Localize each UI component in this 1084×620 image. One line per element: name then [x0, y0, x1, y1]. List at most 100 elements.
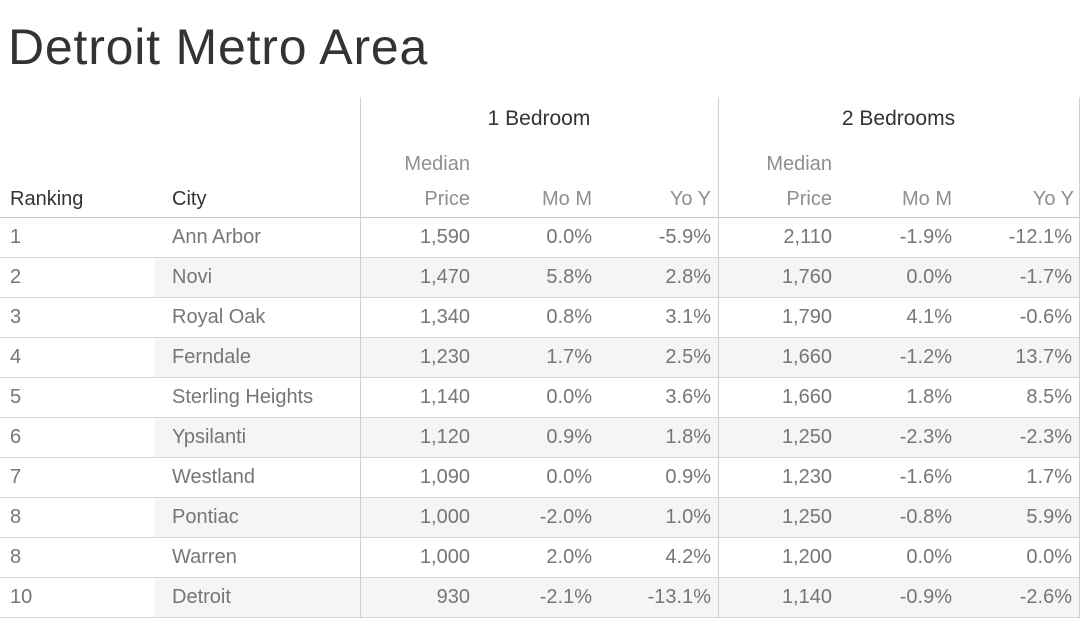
cell-1br-yoy: -13.1% [595, 578, 718, 617]
cell-1br-mom: 0.9% [470, 418, 595, 457]
cell-2br-yoy: -2.3% [955, 418, 1079, 457]
cell-1br-median-price: 1,230 [360, 338, 470, 377]
table-row: 1 Ann Arbor 1,590 0.0% -5.9% 2,110 -1.9%… [0, 218, 1079, 258]
cell-ranking: 6 [0, 418, 155, 457]
cell-1br-yoy: 1.0% [595, 498, 718, 537]
cell-2br-median-price: 1,250 [718, 498, 832, 537]
table-body: 1 Ann Arbor 1,590 0.0% -5.9% 2,110 -1.9%… [0, 218, 1079, 618]
cell-city: Royal Oak [172, 306, 266, 328]
cell-1br-yoy: 4.2% [665, 546, 711, 568]
cell-ranking: 8 [0, 498, 155, 537]
cell-1br-median-price: 1,120 [360, 418, 470, 457]
table-row: 8 Warren 1,000 2.0% 4.2% 1,200 0.0% 0.0% [0, 538, 1079, 578]
cell-1br-median-price: 1,000 [360, 498, 470, 537]
cell-2br-mom: 4.1% [906, 306, 952, 328]
cell-1br-median-price: 1,340 [419, 306, 470, 328]
cell-city: Sterling Heights [172, 386, 314, 408]
table-row: 10 Detroit 930 -2.1% -13.1% 1,140 -0.9% … [0, 578, 1079, 618]
cell-1br-yoy: 3.1% [665, 306, 711, 328]
column-header-ranking: Ranking [10, 188, 84, 210]
column-header-1br-median: Median [404, 153, 470, 175]
cell-city: Novi [155, 258, 360, 297]
cell-1br-median-price: 1,470 [360, 258, 470, 297]
cell-2br-mom: 0.0% [832, 258, 955, 297]
column-header-1br-median-price: Price [424, 188, 470, 210]
cell-ranking: 8 [10, 546, 22, 568]
cell-1br-yoy: 1.8% [595, 418, 718, 457]
cell-2br-mom: 1.8% [906, 386, 952, 408]
cell-2br-mom: -2.3% [832, 418, 955, 457]
cell-1br-mom: -2.0% [470, 498, 595, 537]
column-header-2br-median-price: Price [786, 188, 832, 210]
cell-2br-mom: -1.6% [899, 466, 952, 488]
cell-1br-mom: 0.0% [546, 226, 592, 248]
cell-ranking: 7 [10, 466, 22, 488]
cell-2br-median-price: 1,760 [718, 258, 832, 297]
cell-1br-median-price: 1,000 [419, 546, 470, 568]
cell-1br-yoy: 2.5% [595, 338, 718, 377]
cell-2br-median-price: 1,790 [781, 306, 832, 328]
section-divider-1 [360, 97, 361, 618]
column-header-2br-yoy: Yo Y [1032, 188, 1074, 210]
table-row: 2 Novi 1,470 5.8% 2.8% 1,760 0.0% -1.7% [0, 258, 1079, 298]
cell-2br-median-price: 1,200 [781, 546, 832, 568]
cell-2br-yoy: 8.5% [1026, 386, 1072, 408]
cell-2br-median-price: 1,660 [718, 338, 832, 377]
cell-1br-mom: 0.0% [546, 386, 592, 408]
cell-1br-median-price: 930 [360, 578, 470, 617]
table-row: 3 Royal Oak 1,340 0.8% 3.1% 1,790 4.1% -… [0, 298, 1079, 338]
table-row: 6 Ypsilanti 1,120 0.9% 1.8% 1,250 -2.3% … [0, 418, 1079, 458]
cell-1br-median-price: 1,140 [419, 386, 470, 408]
column-group-1-bedroom: 1 Bedroom [487, 107, 591, 130]
cell-city: Ann Arbor [172, 226, 261, 248]
cell-1br-mom: 2.0% [546, 546, 592, 568]
cell-2br-median-price: 1,660 [781, 386, 832, 408]
cell-2br-yoy: -0.6% [1019, 306, 1072, 328]
cell-2br-mom: -1.2% [832, 338, 955, 377]
cell-ranking: 2 [0, 258, 155, 297]
cell-1br-mom: 0.8% [546, 306, 592, 328]
cell-2br-yoy: 5.9% [955, 498, 1079, 537]
table-row: 5 Sterling Heights 1,140 0.0% 3.6% 1,660… [0, 378, 1079, 418]
cell-ranking: 1 [10, 226, 22, 248]
cell-1br-yoy: 2.8% [595, 258, 718, 297]
cell-1br-mom: 1.7% [470, 338, 595, 377]
cell-1br-mom: -2.1% [470, 578, 595, 617]
cell-city: Pontiac [155, 498, 360, 537]
column-header-city: City [172, 188, 207, 210]
cell-city: Ferndale [155, 338, 360, 377]
cell-city: Warren [172, 546, 237, 568]
cell-city: Ypsilanti [155, 418, 360, 457]
cell-1br-median-price: 1,590 [419, 226, 470, 248]
table-header: 1 Bedroom 2 Bedrooms Ranking City Median… [0, 97, 1079, 218]
cell-2br-median-price: 1,140 [718, 578, 832, 617]
column-header-2br-median: Median [766, 153, 832, 175]
cell-2br-mom: 0.0% [906, 546, 952, 568]
cell-1br-median-price: 1,090 [419, 466, 470, 488]
cell-1br-yoy: 3.6% [665, 386, 711, 408]
cell-ranking: 10 [0, 578, 155, 617]
page-title: Detroit Metro Area [8, 19, 429, 75]
cell-city: Detroit [155, 578, 360, 617]
cell-ranking: 4 [0, 338, 155, 377]
cell-2br-mom: -1.9% [899, 226, 952, 248]
cell-ranking: 5 [10, 386, 22, 408]
cell-2br-yoy: 13.7% [955, 338, 1079, 377]
cell-2br-yoy: -2.6% [955, 578, 1079, 617]
cell-1br-mom: 5.8% [470, 258, 595, 297]
cell-2br-mom: -0.8% [832, 498, 955, 537]
cell-2br-median-price: 1,250 [718, 418, 832, 457]
section-divider-2 [718, 97, 719, 618]
cell-2br-median-price: 2,110 [783, 226, 832, 248]
column-header-2br-mom: Mo M [902, 188, 952, 210]
cell-2br-yoy: 1.7% [1026, 466, 1072, 488]
table-row: 4 Ferndale 1,230 1.7% 2.5% 1,660 -1.2% 1… [0, 338, 1079, 378]
column-group-2-bedrooms: 2 Bedrooms [841, 107, 956, 130]
cell-2br-mom: -0.9% [832, 578, 955, 617]
cell-1br-yoy: -5.9% [658, 226, 711, 248]
column-header-1br-yoy: Yo Y [669, 188, 711, 210]
cell-city: Westland [172, 466, 256, 488]
cell-ranking: 3 [10, 306, 22, 328]
cell-2br-yoy: 0.0% [1026, 546, 1072, 568]
